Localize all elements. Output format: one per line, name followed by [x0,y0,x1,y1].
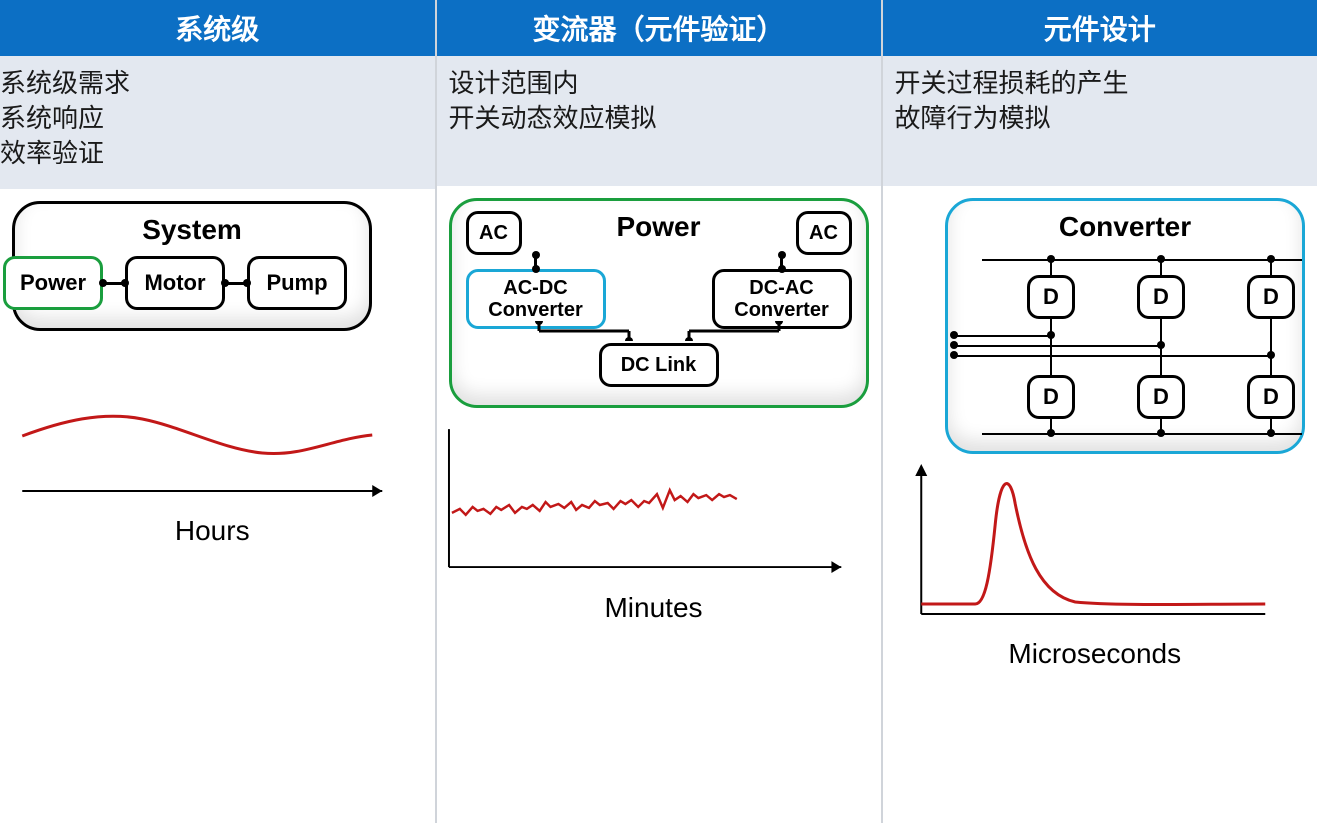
link-icon [103,282,125,285]
node-dcac: DC-AC Converter [712,269,852,329]
node-d: D [1247,375,1295,419]
time-label-microseconds: Microseconds [893,638,1298,670]
dot-icon [950,341,958,349]
wave-svg-microseconds [893,464,1298,634]
dot-icon [1047,331,1055,339]
desc-line: 系统响应 [0,101,423,136]
dot-icon [1157,429,1165,437]
wire [982,259,1302,261]
wave-svg-hours [10,341,415,511]
diagram-component: Converter [883,186,1317,454]
acdc-label: AC-DC Converter [488,277,582,321]
power-top-row: AC AC-DC Converter Power AC DC-AC Conver… [466,211,852,329]
dot-icon [1267,351,1275,359]
node-d: D [1137,375,1185,419]
dot-icon [950,351,958,359]
desc-line: 开关过程损耗的产生 [895,66,1306,101]
wire [982,433,1302,435]
vlink-icon [534,255,537,269]
converter-circuit: D D D D D D [962,253,1288,443]
node-dclink: DC Link [599,343,719,387]
header-component: 元件设计 [883,0,1317,56]
power-panel: AC AC-DC Converter Power AC DC-AC Conver… [449,198,869,408]
converter-panel-title: Converter [962,211,1288,243]
wave-system: Hours [0,331,435,823]
node-motor: Motor [125,256,225,310]
node-acdc: AC-DC Converter [466,269,606,329]
system-panel: System Power Motor Pump [12,201,372,331]
wire [952,345,1162,347]
wave-component: Microseconds [883,454,1317,823]
column-component: 元件设计 开关过程损耗的产生 故障行为模拟 Converter [883,0,1317,823]
system-chain: Power Motor Pump [29,256,355,310]
vlink-icon [780,255,783,269]
node-ac-left: AC [466,211,522,255]
desc-line: 设计范围内 [449,66,869,101]
header-system: 系统级 [0,0,435,56]
dcac-label: DC-AC Converter [734,277,828,321]
wire [952,335,1052,337]
desc-line: 故障行为模拟 [895,101,1306,136]
power-panel-title: Power [616,211,700,243]
converter-panel: Converter [945,198,1305,454]
dot-icon [950,331,958,339]
wave-svg-minutes [447,418,861,588]
wire [952,355,1272,357]
node-d: D [1027,375,1075,419]
dot-icon [1267,255,1275,263]
node-d: D [1247,275,1295,319]
dot-icon [1267,429,1275,437]
dot-icon [1047,429,1055,437]
diagram-power: AC AC-DC Converter Power AC DC-AC Conver… [437,186,881,408]
diagram-system: System Power Motor Pump [0,189,435,331]
desc-line: 开关动态效应模拟 [449,101,869,136]
three-column-layout: 系统级 系统级需求 系统响应 效率验证 System Power Motor P… [0,0,1317,823]
dot-icon [1047,255,1055,263]
desc-system: 系统级需求 系统响应 效率验证 [0,56,435,189]
node-pump: Pump [247,256,347,310]
time-label-hours: Hours [10,515,415,547]
wave-converter: Minutes [437,408,881,823]
desc-component: 开关过程损耗的产生 故障行为模拟 [883,56,1317,186]
desc-converter: 设计范围内 开关动态效应模拟 [437,56,881,186]
node-ac-right: AC [796,211,852,255]
node-d: D [1137,275,1185,319]
desc-line: 系统级需求 [0,66,423,101]
time-label-minutes: Minutes [447,592,861,624]
dot-icon [1157,341,1165,349]
dclink-wires [509,321,809,341]
desc-line: 效率验证 [0,136,423,171]
node-d: D [1027,275,1075,319]
dclink-row: DC Link [466,329,852,387]
header-converter: 变流器（元件验证） [437,0,881,56]
link-icon [225,282,247,285]
system-panel-title: System [29,214,355,246]
column-converter: 变流器（元件验证） 设计范围内 开关动态效应模拟 AC AC-DC Conver… [437,0,883,823]
node-power: Power [3,256,103,310]
column-system: 系统级 系统级需求 系统响应 效率验证 System Power Motor P… [0,0,437,823]
dot-icon [1157,255,1165,263]
